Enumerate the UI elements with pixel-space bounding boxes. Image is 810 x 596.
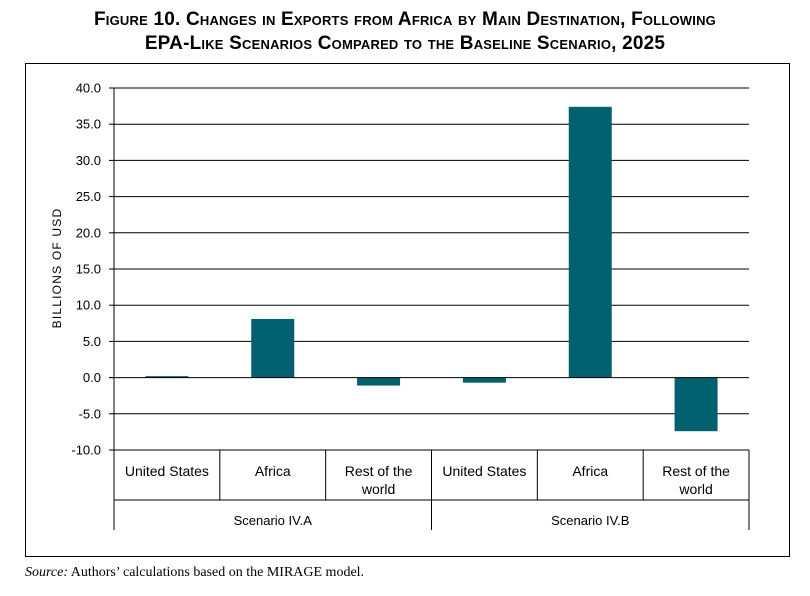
category-label: world [678, 481, 712, 497]
group-label: Scenario IV.B [551, 513, 629, 528]
y-axis-label: BILLIONS OF USD [50, 208, 64, 329]
y-tick-label: 5.0 [83, 334, 101, 349]
labels: 40.0 35.0 30.0 25.0 20.0 15.0 10.0 5.0 0.0 -5.0 -1… [50, 81, 730, 529]
axes [109, 87, 750, 530]
category-label: Africa [255, 463, 291, 479]
y-tick-label: 15.0 [76, 262, 101, 277]
chart-title-line-2: EPA-Like Scenarios Compared to the Basel… [144, 33, 666, 54]
source-note: Source: Authors’ calculations based on t… [25, 565, 364, 581]
group-label: Scenario IV.A [234, 513, 313, 528]
category-label: United States [442, 463, 526, 479]
y-tick-label: 40.0 [76, 81, 101, 96]
y-tick-label: 30.0 [76, 153, 101, 168]
y-tick-label: 20.0 [76, 225, 101, 240]
chart-frame [25, 63, 790, 557]
y-tick-label: 35.0 [76, 117, 101, 132]
category-label: Rest of the [345, 463, 413, 479]
bar [357, 377, 401, 386]
chart-title-line-1: Figure 10. Changes in Exports from Afric… [94, 9, 716, 30]
category-label: Africa [572, 463, 608, 479]
category-label: United States [125, 463, 209, 479]
bar [145, 376, 189, 378]
source-label: Source: [25, 565, 69, 580]
bar [462, 377, 506, 383]
y-tick-label: -10.0 [71, 443, 101, 458]
chart-title: Figure 10. Changes in Exports from Afric… [0, 8, 810, 56]
gridlines [114, 87, 749, 451]
y-tick-label: 0.0 [83, 370, 101, 385]
y-tick-label: -5.0 [79, 406, 101, 421]
y-tick-label: 10.0 [76, 298, 101, 313]
bar [674, 377, 718, 432]
bars [145, 106, 718, 432]
bar [568, 106, 612, 378]
category-label: Rest of the [662, 463, 730, 479]
bar [251, 318, 295, 378]
y-tick-label: 25.0 [76, 189, 101, 204]
category-label: world [361, 481, 395, 497]
source-text: Authors’ calculations based on the MIRAG… [68, 565, 365, 580]
